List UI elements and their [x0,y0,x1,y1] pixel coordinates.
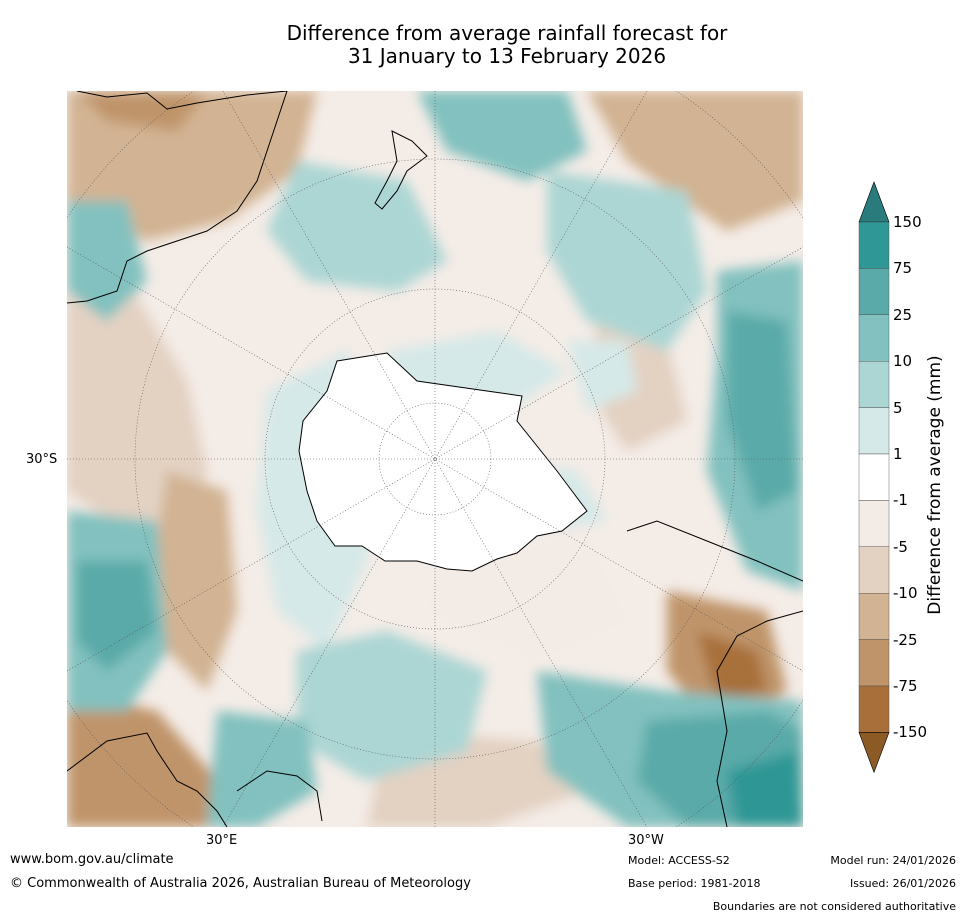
colorbar-tick-label: -150 [893,723,928,742]
new-zealand-coastline [374,130,428,210]
title-line-2: 31 January to 13 February 2026 [347,44,667,68]
lon-label-30w: 30°W [628,833,664,848]
colorbar [858,181,890,774]
colorbar-tick-label: -1 [893,491,908,510]
south-america-coastline [626,520,803,582]
colorbar-tick-label: 25 [893,305,913,324]
lon-label-30e: 30°E [206,833,238,848]
graticule [67,91,803,827]
footer-base-period: Base period: 1981-2018 [628,877,761,890]
australia-coastline [67,91,288,304]
footer-disclaimer: Boundaries are not considered authoritat… [712,900,956,913]
colorbar-label: Difference from average (mm) [925,355,945,615]
colorbar-segment [858,593,890,640]
colorbar-segment [858,268,890,316]
colorbar-segment [858,314,890,362]
colorbar-tick-label: 75 [893,259,913,278]
colorbar-segment [858,407,890,455]
rainfall-anomaly-map [67,91,803,827]
colorbar-segment [858,500,890,547]
lat-label-30s: 30°S [26,452,58,467]
colorbar-tick-label: 1 [893,445,903,463]
footer-issued: Issued: 26/01/2026 [849,877,956,890]
title-line-1: Difference from average rainfall forecas… [286,21,728,45]
footer-copyright: © Commonwealth of Australia 2026, Austra… [10,876,471,891]
colorbar-tick-label: 5 [893,398,903,417]
footer-model-run: Model run: 24/01/2026 [830,854,956,867]
colorbar-tick-label: 150 [893,213,922,231]
colorbar-extend-bottom [858,732,890,774]
south-america-coastline-2 [716,610,803,827]
antarctica-landmass [298,352,588,572]
chart-title: Difference from average rainfall forecas… [0,22,965,68]
colorbar-tick-label: -75 [893,677,918,695]
africa-coastline [67,732,228,827]
colorbar-tick-label: -10 [893,584,918,603]
colorbar-segment [858,546,890,594]
colorbar-extend-top [858,181,890,223]
colorbar-tick-label: -5 [893,537,908,556]
colorbar-tick-label: 10 [893,352,913,371]
colorbar-segment [858,685,890,733]
madagascar-coastline [236,770,323,822]
colorbar-tick-label: -25 [893,630,918,649]
footer-url: www.bom.gov.au/climate [10,852,174,867]
colorbar-segment [858,639,890,687]
colorbar-segment [858,360,890,408]
colorbar-segment [858,453,890,501]
colorbar-segment [858,221,890,269]
footer-model: Model: ACCESS-S2 [628,854,730,867]
